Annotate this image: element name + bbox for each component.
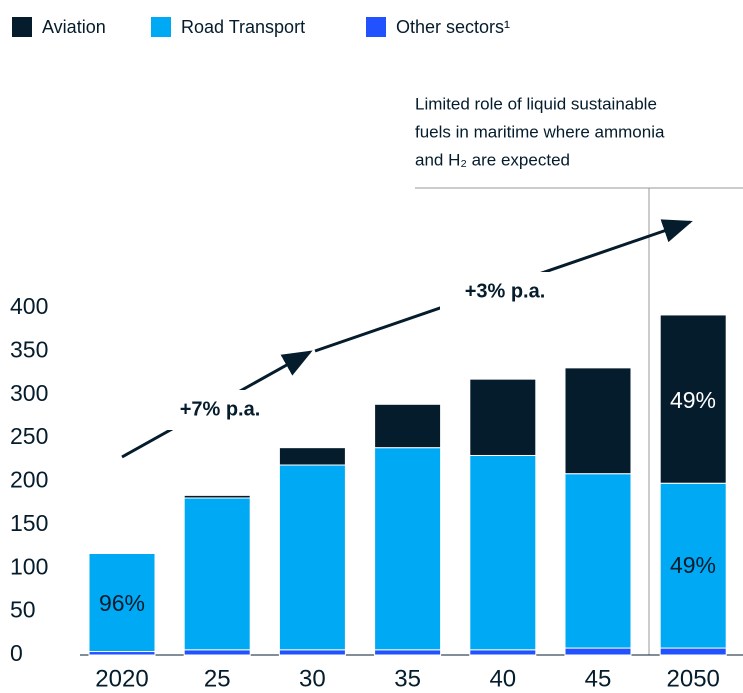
legend-swatch xyxy=(12,17,32,37)
legend-label: Other sectors¹ xyxy=(396,17,510,37)
bar-segment xyxy=(659,482,727,649)
bar-segment xyxy=(183,649,251,656)
x-tick-label: 40 xyxy=(489,665,516,692)
x-tick-label: 25 xyxy=(204,665,231,692)
bar-segment xyxy=(278,447,346,466)
x-tick-label: 35 xyxy=(394,665,421,692)
bar-segment xyxy=(469,454,537,651)
legend-label: Road Transport xyxy=(181,17,305,37)
bar-segment xyxy=(374,403,442,449)
bar-segment xyxy=(469,378,537,456)
y-tick-label: 0 xyxy=(10,640,23,666)
bar-segment xyxy=(374,649,442,656)
bar-segment xyxy=(88,552,156,555)
bar-segment xyxy=(564,647,632,656)
y-tick-label: 200 xyxy=(10,467,48,493)
y-tick-label: 400 xyxy=(10,293,48,319)
x-tick-label: 45 xyxy=(585,665,612,692)
bar-segment xyxy=(278,464,346,651)
legend-swatch xyxy=(151,17,171,37)
y-tick-label: 300 xyxy=(10,380,48,406)
y-tick-label: 250 xyxy=(10,423,48,449)
legend-label: Aviation xyxy=(42,17,106,37)
x-tick-label: 30 xyxy=(299,665,326,692)
annotation: 49% xyxy=(670,387,716,413)
legend-swatch xyxy=(366,17,386,37)
bar-segment xyxy=(564,473,632,649)
bar-segment xyxy=(659,314,727,484)
y-tick-label: 350 xyxy=(10,336,48,362)
annotation: 49% xyxy=(670,552,716,578)
x-tick-label: 2020 xyxy=(95,665,148,692)
bar-segment xyxy=(183,497,251,651)
x-tick-label: 2050 xyxy=(667,665,720,692)
bar-segment xyxy=(88,651,156,656)
bar-segment xyxy=(374,447,442,651)
note-text: and H₂ are expected xyxy=(415,150,570,169)
label-bg xyxy=(440,272,570,312)
annotation: 96% xyxy=(99,590,145,616)
bar-segment xyxy=(278,649,346,656)
bar-segment xyxy=(659,647,727,656)
bar-segment xyxy=(469,649,537,656)
annotation: +7% p.a. xyxy=(180,398,261,420)
bar-segment xyxy=(88,553,156,653)
y-tick-label: 100 xyxy=(10,553,48,579)
y-tick-label: 50 xyxy=(10,597,36,623)
note-text: Limited role of liquid sustainable xyxy=(415,94,657,113)
annotation: +3% p.a. xyxy=(465,280,546,302)
y-tick-label: 150 xyxy=(10,510,48,536)
bar-segment xyxy=(564,367,632,475)
label-bg xyxy=(155,390,285,430)
note-text: fuels in maritime where ammonia xyxy=(415,122,665,141)
bar-segment xyxy=(183,494,251,499)
